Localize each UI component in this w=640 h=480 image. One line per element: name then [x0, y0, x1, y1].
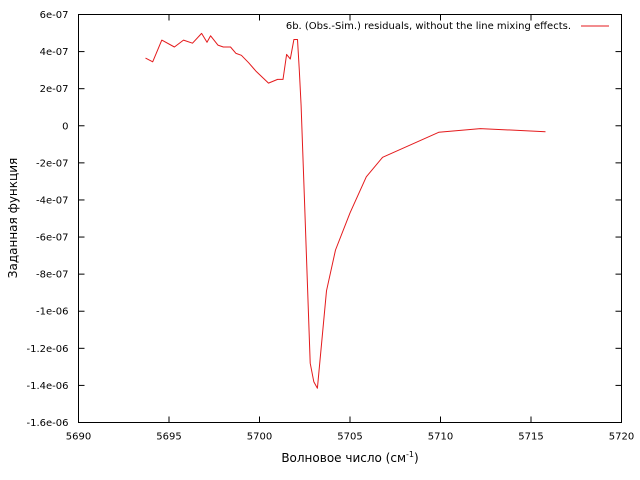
x-axis-label-text: Волновое число (см — [281, 451, 406, 465]
plot-frame — [78, 14, 622, 423]
x-tick-label: 5690 — [66, 432, 91, 443]
x-tick-label: 5705 — [337, 432, 362, 443]
y-tick-label: -1e-06 — [36, 307, 68, 318]
x-tick-label: 5700 — [247, 432, 272, 443]
y-tick-label: -1.4e-06 — [27, 381, 69, 392]
series-line — [145, 32, 546, 389]
x-axis-label-close: ) — [414, 451, 419, 465]
x-tick-label: 5715 — [518, 432, 543, 443]
x-axis-label: Волновое число (см-1) — [281, 450, 418, 465]
y-tick-label: 6e-07 — [40, 10, 69, 21]
y-tick-label: 4e-07 — [40, 47, 69, 58]
y-tick-label: -1.6e-06 — [27, 418, 69, 429]
series-layer — [145, 32, 546, 389]
legend: 6b. (Obs.-Sim.) residuals, without the l… — [286, 21, 609, 32]
y-tick-label: 0 — [62, 121, 68, 132]
y-axis-label: Заданная функция — [6, 158, 20, 278]
x-axis: 5690 5695 5700 5705 5710 5715 5720 — [66, 14, 634, 443]
x-tick-label: 5710 — [428, 432, 453, 443]
y-tick-label: -4e-07 — [36, 195, 68, 206]
x-axis-label-superscript: -1 — [406, 450, 414, 459]
legend-label: 6b. (Obs.-Sim.) residuals, without the l… — [286, 21, 571, 32]
y-axis: 6e-07 4e-07 2e-07 0 -2e-07 -4e-07 -6e-07 -8e-07… — [27, 10, 622, 429]
y-tick-label: -6e-07 — [36, 233, 68, 244]
y-tick-label: 2e-07 — [40, 84, 69, 95]
y-tick-label: -2e-07 — [36, 158, 68, 169]
y-tick-label: -1.2e-06 — [27, 344, 69, 355]
y-tick-label: -8e-07 — [36, 270, 68, 281]
x-tick-label: 5720 — [609, 432, 634, 443]
x-tick-label: 5695 — [156, 432, 181, 443]
